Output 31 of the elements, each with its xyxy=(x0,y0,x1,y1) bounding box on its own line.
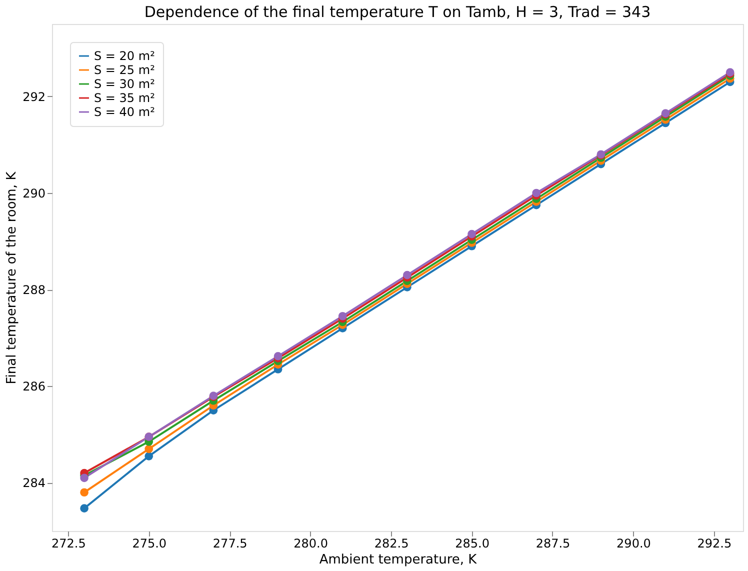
y-tick-label: 284 xyxy=(22,476,46,490)
x-tick-label: 275.0 xyxy=(132,536,167,550)
chart-title: Dependence of the final temperature T on Tamb, H = 3, Trad = 343 xyxy=(144,3,651,21)
x-tick-label: 272.5 xyxy=(51,536,86,550)
legend-label: S = 20 m² xyxy=(94,49,156,63)
x-tick-label: 292.5 xyxy=(697,536,732,550)
x-tick-label: 277.5 xyxy=(212,536,248,550)
legend-label: S = 25 m² xyxy=(94,63,156,77)
x-tick-label: 280.0 xyxy=(294,536,328,550)
legend-label: S = 40 m² xyxy=(94,105,156,119)
legend-label: S = 30 m² xyxy=(94,77,156,91)
y-tick-label: 286 xyxy=(22,380,46,394)
x-tick-label: 287.5 xyxy=(536,536,570,550)
point xyxy=(144,444,154,454)
point xyxy=(338,312,347,320)
point xyxy=(468,230,476,238)
point xyxy=(80,488,88,497)
y-axis-title: Final temperature of the room, K xyxy=(4,171,20,384)
point xyxy=(80,504,88,512)
point xyxy=(403,270,412,280)
y-tick-label: 288 xyxy=(22,283,46,298)
point xyxy=(80,474,88,482)
legend-label: S = 35 m² xyxy=(94,91,156,105)
x-tick-label: 290.0 xyxy=(616,536,651,550)
point xyxy=(144,452,154,460)
y-tick-label: 290 xyxy=(22,186,46,200)
x-axis-title: Ambient temperature, K xyxy=(319,552,478,568)
point xyxy=(532,188,541,198)
x-tick-label: 282.5 xyxy=(374,536,409,550)
y-tick-label: 292 xyxy=(22,90,46,104)
x-tick-label: 285.0 xyxy=(455,536,490,550)
